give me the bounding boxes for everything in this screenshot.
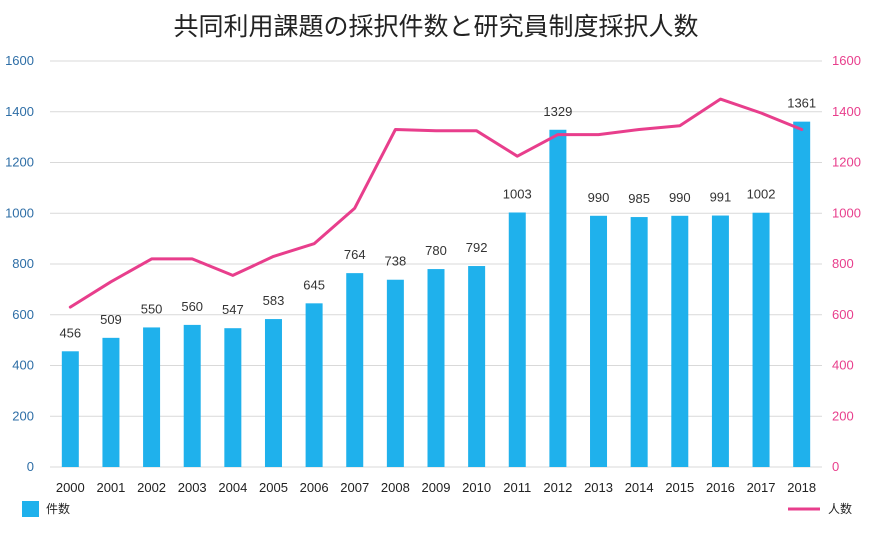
x-tick-label: 2001 bbox=[96, 480, 125, 495]
bar-2012 bbox=[549, 129, 567, 468]
bar-label-2003: 560 bbox=[181, 299, 203, 314]
right-tick-label: 600 bbox=[832, 307, 854, 322]
bar-2000 bbox=[61, 351, 79, 467]
right-tick-label: 1400 bbox=[832, 104, 861, 119]
bar-2011 bbox=[508, 212, 526, 467]
legend-label-bar: 件数 bbox=[46, 501, 70, 516]
right-axis-ticks: 0 200 400 600 800 1000 1200 1400 1600 bbox=[832, 53, 861, 474]
right-tick-label: 1600 bbox=[832, 53, 861, 68]
x-tick-label: 2009 bbox=[422, 480, 451, 495]
x-tick-label: 2004 bbox=[218, 480, 247, 495]
left-tick-label: 600 bbox=[12, 307, 34, 322]
bar-label-2014: 985 bbox=[628, 191, 650, 206]
x-tick-label: 2003 bbox=[178, 480, 207, 495]
bar-2018 bbox=[793, 121, 811, 468]
bar-2007 bbox=[346, 273, 364, 467]
bar-series bbox=[61, 121, 811, 468]
bar-label-2000: 456 bbox=[59, 325, 81, 340]
x-tick-label: 2011 bbox=[503, 480, 531, 495]
bar-label-2008: 738 bbox=[385, 254, 407, 269]
x-tick-label: 2000 bbox=[56, 480, 85, 495]
bar-label-2011: 1003 bbox=[503, 186, 532, 201]
left-tick-label: 200 bbox=[12, 408, 34, 423]
bar-label-2009: 780 bbox=[425, 243, 447, 258]
gridlines bbox=[50, 60, 822, 468]
x-axis-ticks: 2000 2001 2002 2003 2004 2005 2006 2007 2008 2009… bbox=[56, 480, 816, 495]
bar-2001 bbox=[102, 337, 120, 467]
bar-label-2018: 1361 bbox=[787, 96, 816, 111]
left-tick-label: 800 bbox=[12, 256, 34, 271]
right-tick-label: 0 bbox=[832, 459, 839, 474]
x-tick-label: 2013 bbox=[584, 480, 613, 495]
x-tick-label: 2016 bbox=[706, 480, 735, 495]
bar-2017 bbox=[752, 212, 770, 467]
x-tick-label: 2017 bbox=[747, 480, 776, 495]
bar-label-2007: 764 bbox=[344, 247, 366, 262]
bar-2015 bbox=[671, 215, 689, 467]
left-tick-label: 1600 bbox=[5, 53, 34, 68]
x-tick-label: 2008 bbox=[381, 480, 410, 495]
x-tick-label: 2012 bbox=[543, 480, 572, 495]
bar-label-2012: 1329 bbox=[543, 104, 572, 119]
bar-data-labels: 456 509 550 560 547 583 645 764 738 780 792 1003 132… bbox=[59, 96, 816, 341]
bar-label-2010: 792 bbox=[466, 240, 488, 255]
chart-title: 共同利用課題の採択件数と研究員制度採択人数 bbox=[173, 12, 698, 41]
left-tick-label: 1400 bbox=[5, 104, 34, 119]
bar-2002 bbox=[143, 327, 161, 467]
left-tick-label: 1200 bbox=[5, 155, 34, 170]
bar-label-2006: 645 bbox=[303, 277, 325, 292]
bar-2003 bbox=[183, 324, 201, 467]
bar-2013 bbox=[590, 215, 608, 467]
bar-2010 bbox=[468, 266, 486, 467]
x-tick-label: 2002 bbox=[137, 480, 166, 495]
x-tick-label: 2007 bbox=[340, 480, 369, 495]
right-tick-label: 1000 bbox=[832, 205, 861, 220]
left-tick-label: 400 bbox=[12, 358, 34, 373]
bar-2006 bbox=[305, 303, 323, 467]
bar-label-2005: 583 bbox=[263, 293, 285, 308]
bar-2005 bbox=[264, 319, 282, 467]
bar-label-2013: 990 bbox=[588, 190, 610, 205]
x-tick-label: 2015 bbox=[665, 480, 694, 495]
bar-2004 bbox=[224, 328, 242, 467]
bar-label-2002: 550 bbox=[141, 301, 163, 316]
x-tick-label: 2010 bbox=[462, 480, 491, 495]
left-tick-label: 1000 bbox=[5, 205, 34, 220]
legend-swatch-bar bbox=[22, 501, 39, 517]
bar-2009 bbox=[427, 269, 445, 467]
right-tick-label: 800 bbox=[832, 256, 854, 271]
x-tick-label: 2014 bbox=[625, 480, 654, 495]
x-tick-label: 2006 bbox=[300, 480, 329, 495]
bar-label-2004: 547 bbox=[222, 302, 244, 317]
left-axis-ticks: 0 200 400 600 800 1000 1200 1400 1600 bbox=[5, 53, 34, 474]
bar-2008 bbox=[386, 279, 404, 467]
right-tick-label: 1200 bbox=[832, 155, 861, 170]
bar-label-2015: 990 bbox=[669, 190, 691, 205]
x-tick-label: 2018 bbox=[787, 480, 816, 495]
bar-label-2016: 991 bbox=[710, 190, 732, 205]
left-tick-label: 0 bbox=[27, 459, 34, 474]
right-tick-label: 200 bbox=[832, 408, 854, 423]
legend: 件数 人数 bbox=[22, 501, 852, 517]
bar-label-2001: 509 bbox=[100, 312, 122, 327]
x-tick-label: 2005 bbox=[259, 480, 288, 495]
line-series bbox=[68, 97, 804, 309]
bar-2014 bbox=[630, 217, 648, 467]
bar-label-2017: 1002 bbox=[747, 187, 776, 202]
legend-label-line: 人数 bbox=[828, 501, 852, 516]
right-tick-label: 400 bbox=[832, 358, 854, 373]
bar-2016 bbox=[711, 215, 729, 467]
